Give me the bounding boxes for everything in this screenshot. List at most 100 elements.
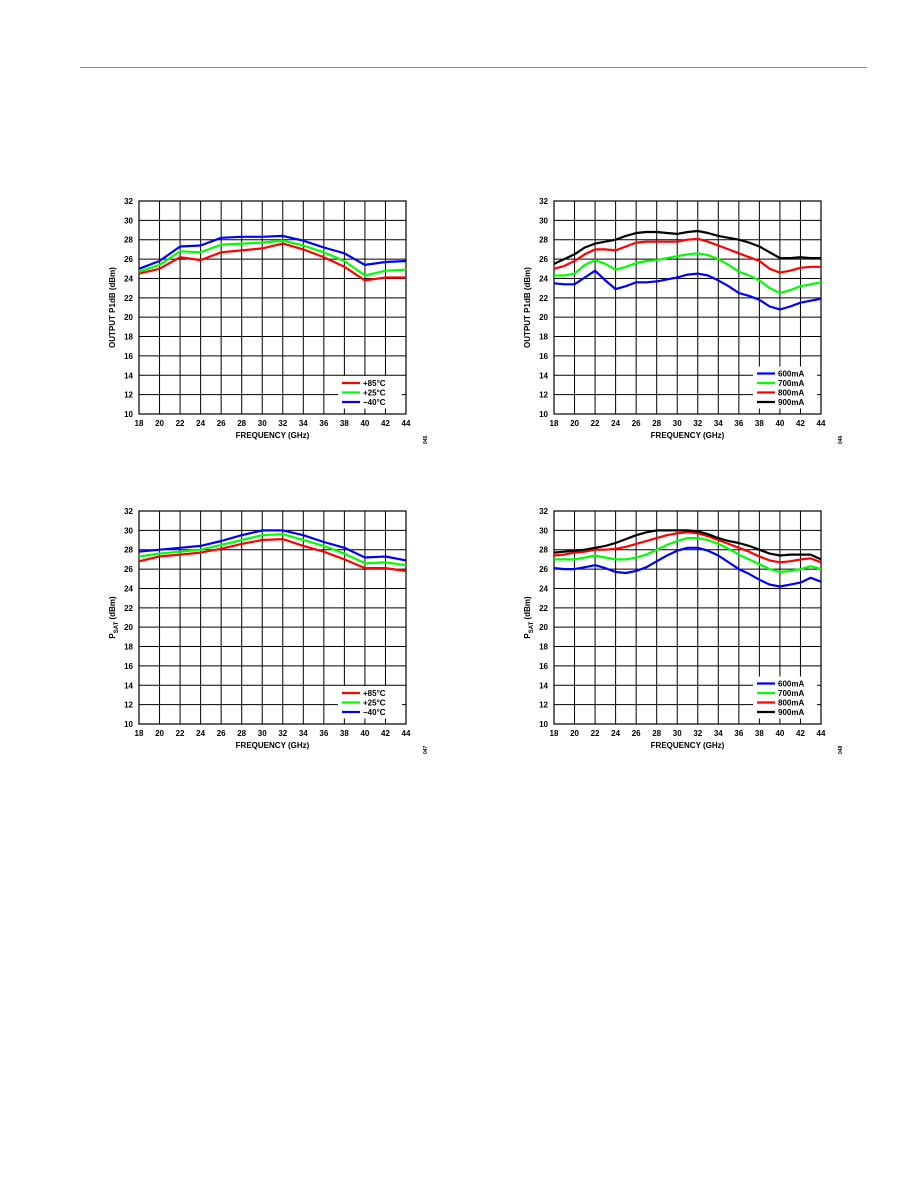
x-tick-label: 44	[402, 729, 411, 738]
x-tick-label: 34	[299, 729, 308, 738]
y-tick-label: 28	[539, 236, 548, 245]
y-tick-label: 30	[124, 526, 133, 535]
x-tick-label: 34	[299, 419, 308, 428]
x-tick-label: 30	[258, 419, 267, 428]
x-axis-title: FREQUENCY (GHz)	[236, 741, 310, 750]
x-tick-label: 26	[217, 729, 226, 738]
x-tick-label: 32	[278, 729, 287, 738]
y-tick-label: 18	[124, 333, 133, 342]
y-tick-label: 22	[124, 604, 133, 613]
y-tick-label: 22	[124, 294, 133, 303]
chart-svg: 18 20 22 24 26 28 30 32 34 36 38 40 42 44 10 12 14 16 18 20…	[108, 507, 429, 754]
y-axis-title: PSAT (dBm)	[523, 596, 535, 639]
chart-p1db-vs-frequency-temperature: 18 20 22 24 26 28 30 32 34 36 38 40 42 44 10 12 14 16 18 20…	[105, 193, 435, 465]
series-line	[138, 242, 406, 282]
series-line	[553, 269, 822, 311]
y-tick-label: 24	[124, 274, 133, 283]
x-tick-label: 26	[632, 729, 641, 738]
x-tick-label: 18	[135, 729, 144, 738]
y-tick-label: 20	[539, 623, 548, 632]
x-tick-label: 28	[652, 729, 661, 738]
y-tick-label: 24	[539, 584, 548, 593]
chart-psat-vs-frequency-supply-current: 18 20 22 24 26 28 30 32 34 36 38 40 42 44 10 12 14 16 18 20…	[520, 503, 850, 775]
page-header-rule	[80, 67, 867, 68]
y-tick-label: 14	[124, 371, 133, 380]
y-tick-label: 30	[539, 216, 548, 225]
figure-code: 046	[838, 435, 844, 444]
y-tick-label: 10	[124, 720, 133, 729]
y-tick-label: 12	[539, 701, 548, 710]
series-line	[138, 234, 407, 270]
x-tick-label: 22	[591, 729, 600, 738]
x-tick-label: 36	[734, 419, 743, 428]
x-tick-label: 22	[176, 419, 185, 428]
x-tick-label: 38	[755, 419, 764, 428]
y-tick-label: 14	[539, 681, 548, 690]
x-tick-label: 20	[570, 419, 579, 428]
series-line	[553, 237, 821, 274]
legend-label: +85°C	[363, 379, 386, 388]
y-tick-label: 26	[539, 255, 548, 264]
x-tick-label: 32	[693, 419, 702, 428]
legend-label: +25°C	[363, 389, 386, 398]
y-tick-label: 28	[539, 546, 548, 555]
x-tick-label: 30	[673, 729, 682, 738]
x-tick-label: 36	[319, 419, 328, 428]
legend-label: 900mA	[778, 708, 804, 717]
x-tick-label: 30	[673, 419, 682, 428]
x-tick-label: 28	[652, 419, 661, 428]
y-tick-label: 32	[124, 197, 133, 206]
x-tick-label: 28	[237, 729, 246, 738]
x-tick-label: 22	[591, 419, 600, 428]
x-axis-title: FREQUENCY (GHz)	[236, 431, 310, 440]
legend-label: 600mA	[778, 680, 804, 689]
y-tick-label: 20	[124, 313, 133, 322]
x-tick-label: 42	[796, 729, 805, 738]
y-tick-label: 16	[124, 662, 133, 671]
x-tick-label: 24	[611, 729, 620, 738]
y-tick-label: 18	[539, 643, 548, 652]
x-axis-title: FREQUENCY (GHz)	[651, 431, 725, 440]
x-tick-label: 20	[155, 729, 164, 738]
series-line	[554, 536, 822, 574]
legend-label: 700mA	[778, 379, 804, 388]
y-tick-label: 32	[539, 507, 548, 516]
y-tick-label: 12	[124, 391, 133, 400]
x-tick-label: 24	[196, 419, 205, 428]
chart-psat-vs-frequency-temperature: 18 20 22 24 26 28 30 32 34 36 38 40 42 44 10 12 14 16 18 20…	[105, 503, 435, 775]
x-tick-label: 38	[340, 419, 349, 428]
x-tick-label: 34	[714, 419, 723, 428]
chart-svg: 18 20 22 24 26 28 30 32 34 36 38 40 42 44 10 12 14 16 18 20…	[523, 197, 844, 444]
y-tick-label: 18	[124, 643, 133, 652]
y-tick-label: 16	[539, 352, 548, 361]
x-tick-label: 34	[714, 729, 723, 738]
x-tick-label: 18	[550, 729, 559, 738]
series-line	[553, 229, 821, 265]
plot-frame	[138, 510, 407, 725]
y-tick-label: 16	[124, 352, 133, 361]
y-tick-label: 30	[539, 526, 548, 535]
y-tick-label: 22	[539, 294, 548, 303]
y-tick-label: 20	[124, 623, 133, 632]
y-tick-label: 20	[539, 313, 548, 322]
figure-code: 045	[423, 435, 429, 444]
x-tick-label: 26	[632, 419, 641, 428]
series-line	[553, 531, 822, 564]
legend-label: +85°C	[363, 689, 386, 698]
x-tick-label: 26	[217, 419, 226, 428]
y-tick-label: 14	[124, 681, 133, 690]
x-tick-label: 32	[693, 729, 702, 738]
x-axis-title: FREQUENCY (GHz)	[651, 741, 725, 750]
y-tick-label: 30	[124, 216, 133, 225]
legend-label: −40°C	[363, 398, 386, 407]
x-tick-label: 40	[775, 729, 784, 738]
x-tick-label: 32	[278, 419, 287, 428]
y-tick-label: 12	[539, 391, 548, 400]
x-tick-label: 36	[734, 729, 743, 738]
y-tick-label: 10	[539, 720, 548, 729]
series-line	[553, 529, 822, 561]
figure-code: 048	[838, 745, 844, 754]
y-tick-label: 22	[539, 604, 548, 613]
y-tick-label: 32	[539, 197, 548, 206]
chart-svg: 18 20 22 24 26 28 30 32 34 36 38 40 42 44 10 12 14 16 18 20…	[523, 507, 844, 754]
